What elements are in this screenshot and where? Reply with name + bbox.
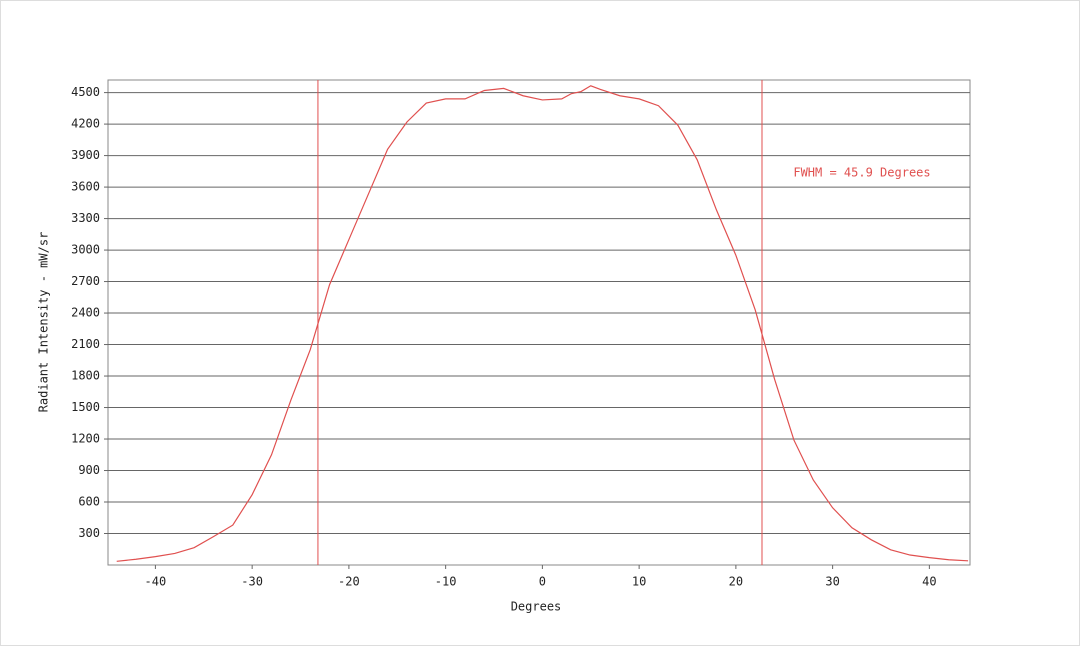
y-tick-label: 1800 — [71, 369, 100, 383]
x-tick-label: -10 — [435, 575, 457, 589]
x-tick-label: -20 — [338, 575, 360, 589]
x-tick-label: 10 — [632, 575, 646, 589]
y-tick-label: 900 — [78, 463, 100, 477]
x-axis-label: Degrees — [511, 600, 562, 614]
y-tick-label: 3900 — [71, 148, 100, 162]
y-tick-label: 2100 — [71, 337, 100, 351]
data-line — [116, 85, 969, 562]
y-tick-label: 3300 — [71, 211, 100, 225]
annotation: FWHM = 45.9 Degrees — [793, 166, 930, 180]
y-tick-label: 4500 — [71, 85, 100, 99]
x-tick-label: 30 — [825, 575, 839, 589]
y-tick-label: 600 — [78, 495, 100, 509]
y-tick-label: 1200 — [71, 432, 100, 446]
x-tick-label: 0 — [539, 575, 546, 589]
y-tick-label: 3000 — [71, 243, 100, 257]
y-tick-label: 1500 — [71, 400, 100, 414]
x-tick-label: -30 — [241, 575, 263, 589]
x-tick-label: 40 — [922, 575, 936, 589]
y-tick-label: 2700 — [71, 274, 100, 288]
x-tick-label: 20 — [729, 575, 743, 589]
y-tick-label: 3600 — [71, 180, 100, 194]
y-tick-label: 4200 — [71, 117, 100, 131]
y-tick-label: 300 — [78, 526, 100, 540]
y-axis-label: Radiant Intensity - mW/sr — [37, 232, 51, 413]
plot-area — [107, 79, 971, 566]
y-tick-label: 2400 — [71, 306, 100, 320]
x-tick-label: -40 — [145, 575, 167, 589]
